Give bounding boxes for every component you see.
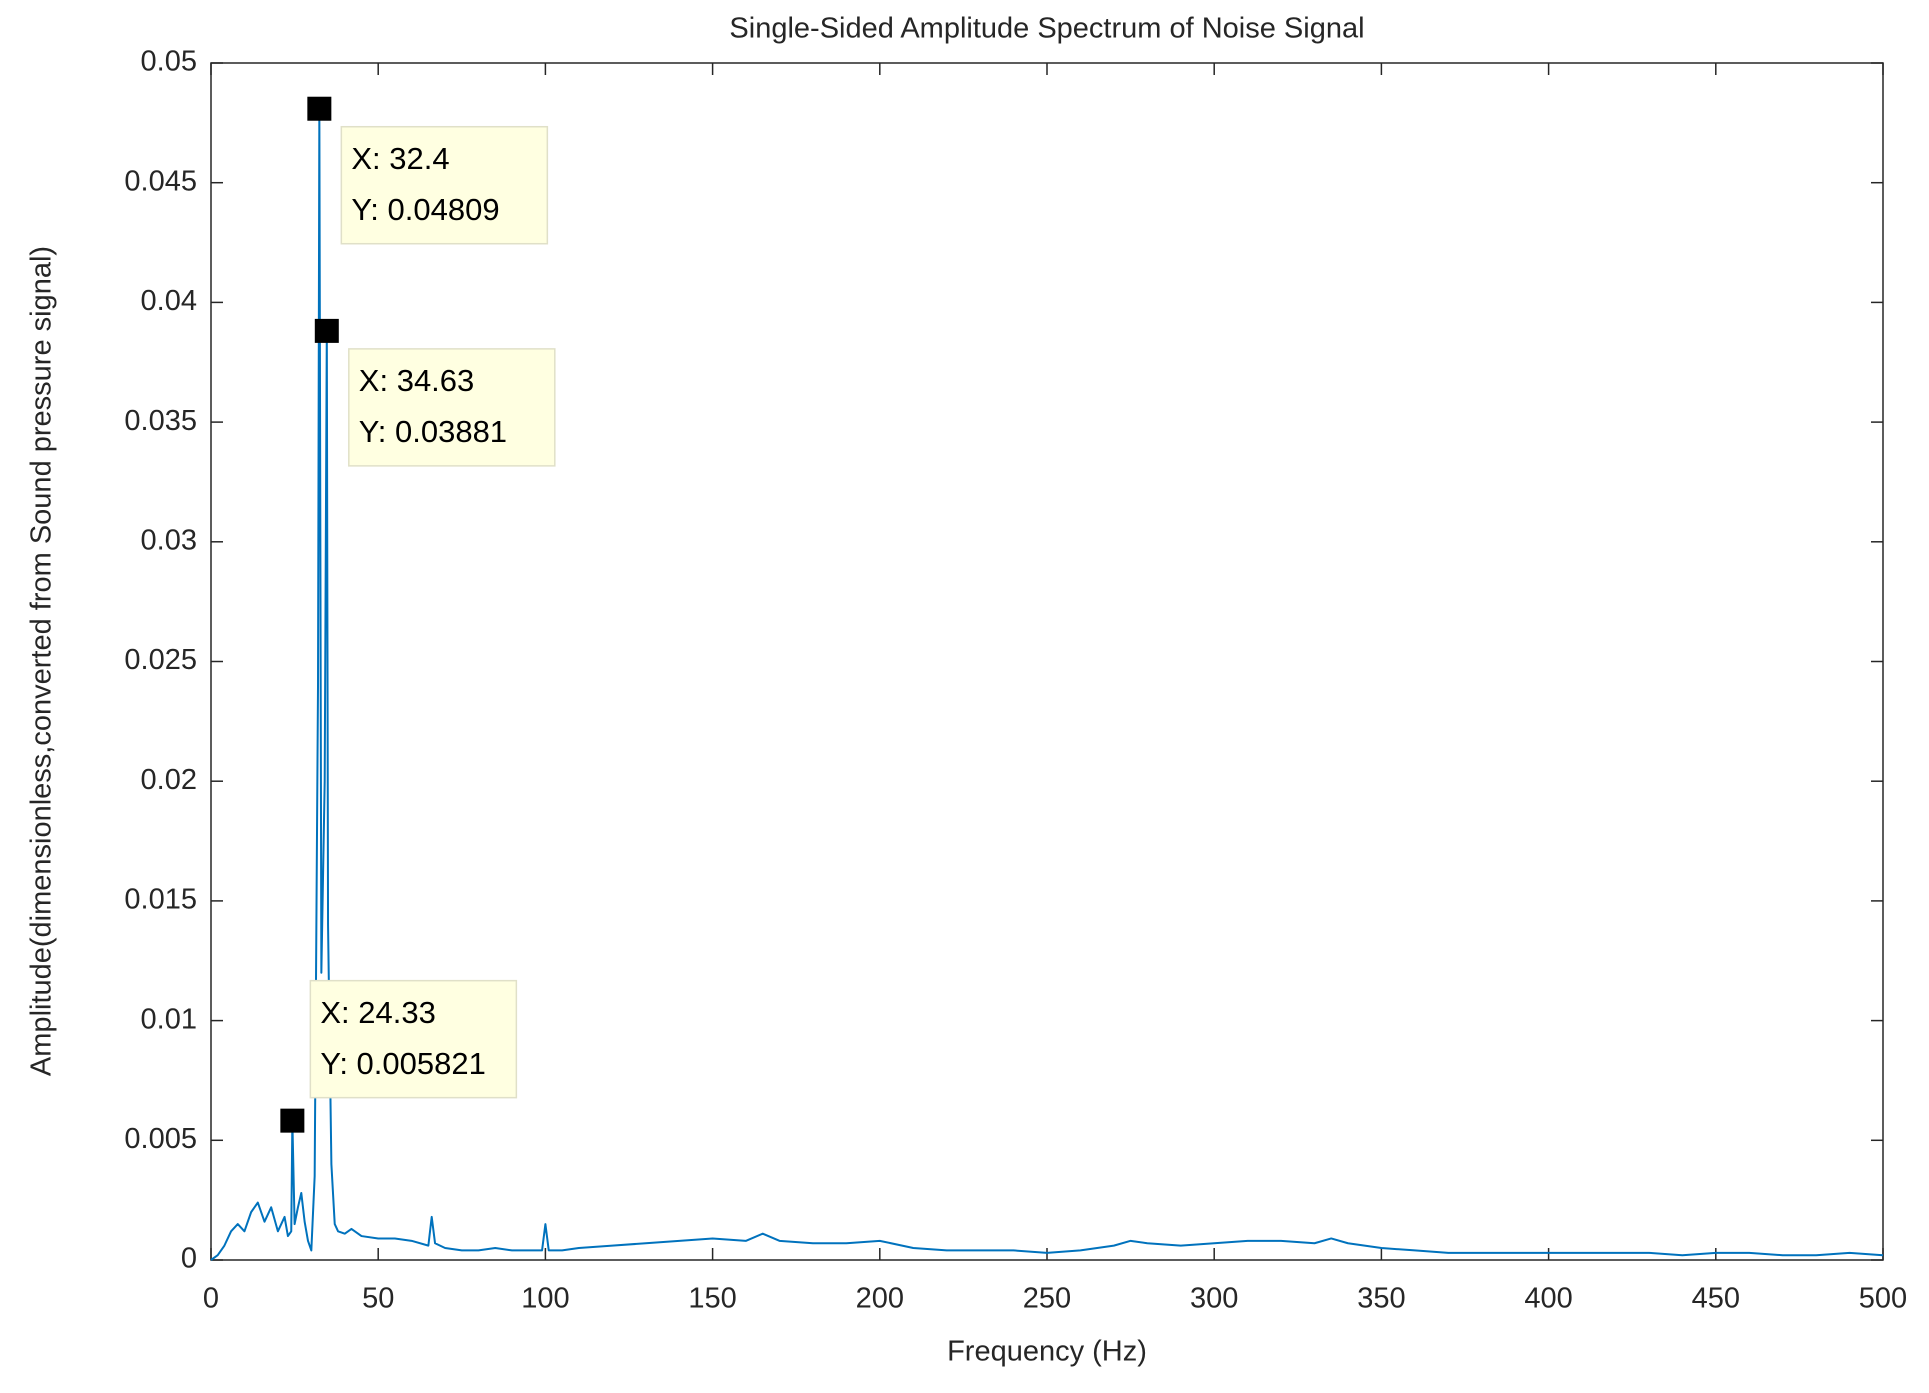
x-tick-label: 150 (688, 1283, 736, 1315)
x-tick-label: 50 (362, 1283, 394, 1315)
data-tip-box (309, 979, 518, 1099)
y-tick-label: 0.05 (141, 46, 197, 78)
spectrum-line (210, 107, 1884, 1261)
y-tick-label: 0.02 (141, 764, 197, 796)
y-tick-label: 0 (181, 1243, 197, 1275)
x-tick-label: 500 (1859, 1283, 1907, 1315)
data-tip-box (340, 125, 549, 245)
axes-box (210, 62, 1884, 1261)
x-tick-label: 350 (1357, 1283, 1405, 1315)
x-tick-label: 400 (1524, 1283, 1572, 1315)
data-tip-marker (280, 1108, 305, 1133)
data-tip-y: Y: 0.04809 (351, 192, 499, 227)
y-axis-label: Amplitude(dimensionless,converted from S… (26, 246, 58, 1076)
x-tick-label: 250 (1023, 1283, 1071, 1315)
y-tick-label: 0.03 (141, 524, 197, 556)
data-tip-y: Y: 0.005821 (320, 1046, 486, 1081)
data-tip-x: X: 32.4 (351, 141, 449, 176)
chart-title: Single-Sided Amplitude Spectrum of Noise… (729, 13, 1364, 45)
data-tip: X: 32.4 Y: 0.04809 (307, 96, 549, 245)
data-tip-marker (314, 318, 339, 343)
x-tick-label: 100 (521, 1283, 569, 1315)
data-tip-box (348, 348, 556, 467)
x-tick-label: 0 (203, 1283, 219, 1315)
y-tick-label: 0.04 (141, 285, 197, 317)
data-tip-x: X: 34.63 (359, 363, 474, 398)
data-tip-marker (307, 96, 332, 121)
x-axis-label: Frequency (Hz) (947, 1336, 1147, 1368)
data-tip-x: X: 24.33 (320, 995, 435, 1030)
y-tick-label: 0.01 (141, 1003, 197, 1035)
y-tick-label: 0.035 (124, 405, 197, 437)
x-tick-label: 200 (856, 1283, 904, 1315)
y-tick-label: 0.045 (124, 165, 197, 197)
y-tick-label: 0.015 (124, 884, 197, 916)
data-tip: X: 24.33 Y: 0.005821 (280, 979, 518, 1133)
data-tip-y: Y: 0.03881 (359, 414, 507, 449)
x-tick-label: 450 (1692, 1283, 1740, 1315)
y-tick-label: 0.025 (124, 644, 197, 676)
y-tick-label: 0.005 (124, 1123, 197, 1155)
data-tip: X: 34.63 Y: 0.03881 (314, 318, 556, 467)
x-tick-label: 300 (1190, 1283, 1238, 1315)
